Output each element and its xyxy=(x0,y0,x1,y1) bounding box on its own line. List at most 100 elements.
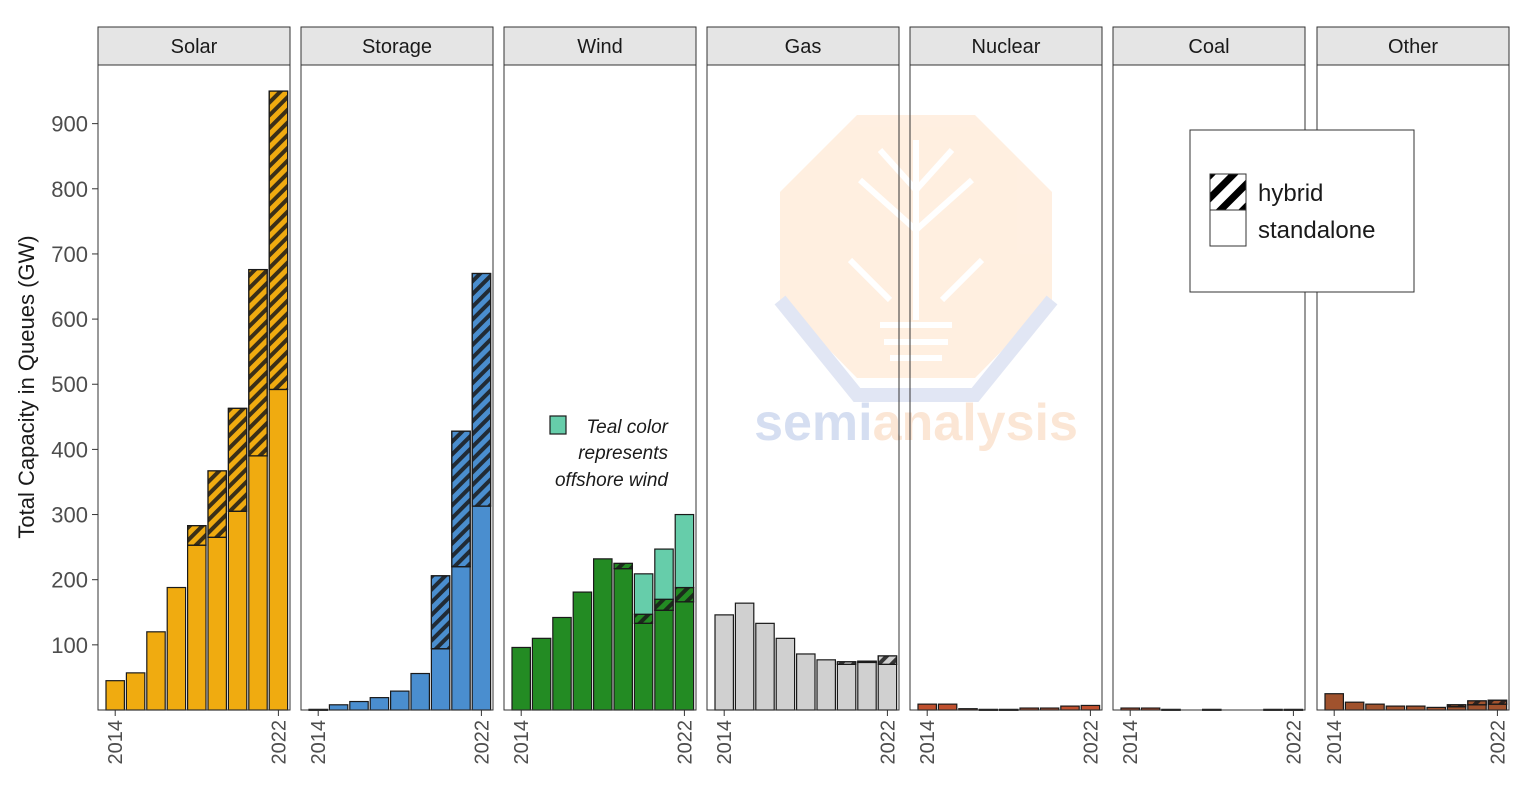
bar-hybrid-hatch xyxy=(207,470,227,538)
facet-title: Nuclear xyxy=(972,36,1041,58)
facet-other: Other 2014 2022 xyxy=(1316,26,1510,765)
x-tick-label: 2022 xyxy=(268,720,290,765)
facets: Solar 2014 2022 Storage 2014 2022 Wind 2014 2022… xyxy=(97,26,1510,765)
bar-standalone xyxy=(795,653,816,711)
facet-panel xyxy=(300,64,494,711)
bar-standalone xyxy=(1060,705,1080,711)
y-tick-label: 900 xyxy=(51,112,88,137)
bar-standalone xyxy=(369,697,390,711)
bar-standalone xyxy=(390,690,410,711)
facet-panel xyxy=(909,64,1103,711)
bar-standalone xyxy=(674,601,695,711)
watermark-octagon xyxy=(780,115,1052,378)
bar-hybrid-hatch xyxy=(877,655,898,665)
legend-label-hybrid: hybrid xyxy=(1258,180,1323,207)
bar-standalone xyxy=(937,703,958,711)
bar-hybrid-hatch xyxy=(1467,700,1487,706)
bar-standalone xyxy=(1385,705,1406,711)
annotation-line-3: offshore wind xyxy=(555,470,669,491)
x-tick-label: 2014 xyxy=(105,720,127,765)
facet-title: Gas xyxy=(785,36,822,58)
bar-standalone xyxy=(592,558,613,711)
facet-storage: Storage 2014 2022 xyxy=(300,26,494,765)
bar-standalone xyxy=(1080,704,1101,711)
x-tick-label: 2014 xyxy=(1120,720,1142,765)
facet-wind: Wind 2014 2022 xyxy=(503,26,697,765)
bar-standalone xyxy=(734,602,755,711)
bar-standalone xyxy=(1405,705,1426,711)
facet-title: Wind xyxy=(577,36,623,58)
bar-standalone xyxy=(187,544,207,711)
facet-title: Coal xyxy=(1188,36,1229,58)
bar-hybrid-hatch xyxy=(654,598,674,611)
bar-hybrid-hatch xyxy=(248,268,268,457)
x-tick-label: 2022 xyxy=(1283,720,1305,765)
bar-standalone xyxy=(552,616,572,711)
bar-standalone xyxy=(430,648,451,711)
bar-standalone xyxy=(714,614,734,711)
bar-standalone xyxy=(572,591,593,711)
facet-gas: Gas 2014 2022 xyxy=(706,26,900,765)
legend-key-standalone xyxy=(1209,209,1247,247)
bar-offshore xyxy=(633,573,654,615)
bar-standalone xyxy=(451,566,471,711)
offshore-swatch xyxy=(549,415,567,435)
facet-title: Storage xyxy=(362,36,432,58)
bar-hybrid-hatch xyxy=(227,407,248,512)
facet-nuclear: Nuclear 2014 2022 xyxy=(909,26,1103,765)
legend-key-hybrid xyxy=(1209,173,1247,211)
bar-standalone xyxy=(248,455,268,711)
x-tick-label: 2022 xyxy=(1487,720,1509,765)
y-tick-label: 100 xyxy=(51,633,88,658)
bar-hybrid-hatch xyxy=(451,430,471,568)
facet-panel xyxy=(503,64,697,711)
bar-standalone xyxy=(1487,703,1508,711)
facet-strip xyxy=(503,26,697,66)
bar-standalone xyxy=(146,631,166,711)
x-tick-label: 2014 xyxy=(1324,720,1346,765)
bar-standalone xyxy=(917,703,937,711)
y-tick-label: 300 xyxy=(51,503,88,528)
facet-title: Solar xyxy=(171,36,218,58)
bar-standalone xyxy=(1365,703,1385,711)
x-tick-label: 2022 xyxy=(877,720,899,765)
y-axis: 100 200 300 400 500 600 700 800 900 xyxy=(51,65,99,710)
x-tick-label: 2014 xyxy=(714,720,736,765)
x-tick-label: 2014 xyxy=(308,720,330,765)
bar-hybrid-hatch xyxy=(836,661,857,665)
bar-hybrid-hatch xyxy=(633,613,654,624)
x-tick-label: 2014 xyxy=(511,720,533,765)
y-tick-label: 800 xyxy=(51,177,88,202)
bar-standalone xyxy=(1324,693,1344,711)
bar-standalone xyxy=(633,622,654,711)
bar-hybrid-hatch xyxy=(674,586,695,603)
bar-hybrid-hatch xyxy=(187,525,207,546)
bar-standalone xyxy=(227,510,248,711)
facet-panel xyxy=(1112,64,1306,711)
facet-strip xyxy=(300,26,494,66)
bar-standalone xyxy=(349,700,369,711)
bar-hybrid-hatch xyxy=(613,562,633,570)
y-tick-label: 700 xyxy=(51,242,88,267)
bar-standalone xyxy=(816,659,836,711)
bar-standalone xyxy=(613,568,633,711)
offshore-annotation: Teal color represents offshore wind xyxy=(549,415,669,491)
bar-hybrid-hatch xyxy=(430,575,451,650)
bar-standalone xyxy=(857,661,877,711)
legend: hybrid standalone xyxy=(1189,129,1415,293)
y-tick-label: 600 xyxy=(51,307,88,332)
bar-hybrid-hatch xyxy=(1487,699,1508,705)
bar-standalone xyxy=(836,663,857,711)
bar-hybrid-hatch xyxy=(471,272,492,507)
bar-standalone xyxy=(268,388,289,711)
facet-strip xyxy=(1112,26,1306,66)
bar-offshore xyxy=(674,513,695,589)
x-tick-label: 2022 xyxy=(471,720,493,765)
annotation-line-2: represents xyxy=(578,443,668,464)
bar-standalone xyxy=(328,704,349,711)
x-tick-label: 2022 xyxy=(674,720,696,765)
facet-title: Other xyxy=(1388,36,1438,58)
y-tick-label: 200 xyxy=(51,568,88,593)
bar-standalone xyxy=(105,680,125,711)
